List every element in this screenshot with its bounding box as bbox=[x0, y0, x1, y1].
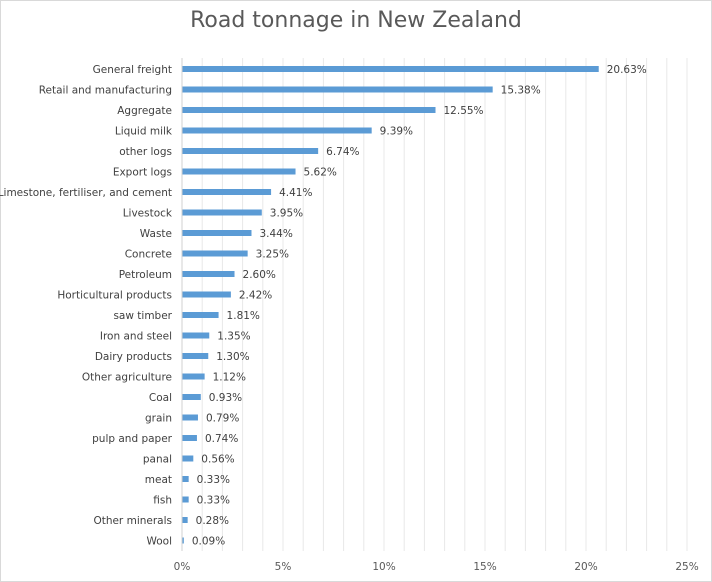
bar bbox=[182, 435, 197, 441]
data-label: 0.09% bbox=[192, 536, 225, 548]
category-label: Other minerals bbox=[93, 515, 172, 527]
data-label: 6.74% bbox=[326, 146, 359, 158]
category-label: Wool bbox=[146, 536, 172, 548]
data-label: 9.39% bbox=[380, 126, 413, 138]
data-label: 0.93% bbox=[209, 392, 242, 404]
bar bbox=[182, 66, 599, 72]
bar bbox=[182, 107, 436, 113]
bar bbox=[182, 476, 189, 482]
bar bbox=[182, 394, 201, 400]
category-label: other logs bbox=[119, 146, 172, 158]
x-tick-label: 15% bbox=[473, 561, 496, 573]
category-label: Concrete bbox=[125, 249, 172, 261]
category-label: General freight bbox=[93, 64, 172, 76]
bar bbox=[182, 127, 372, 134]
bar bbox=[182, 496, 189, 503]
category-label: Dairy products bbox=[95, 351, 172, 363]
data-label: 15.38% bbox=[501, 85, 541, 97]
chart-title: Road tonnage in New Zealand bbox=[190, 8, 522, 33]
data-label: 2.60% bbox=[243, 269, 276, 281]
bar bbox=[182, 230, 252, 236]
category-label: Export logs bbox=[113, 167, 172, 179]
data-label: 1.35% bbox=[217, 331, 250, 343]
bar bbox=[182, 148, 319, 154]
bar bbox=[182, 271, 235, 277]
bar bbox=[182, 373, 205, 380]
x-tick-label: 25% bbox=[675, 561, 698, 573]
data-label: 3.25% bbox=[256, 249, 289, 261]
category-label: grain bbox=[145, 413, 172, 425]
x-tick-label: 10% bbox=[372, 561, 395, 573]
bar bbox=[182, 332, 210, 339]
data-label: 0.33% bbox=[197, 495, 230, 507]
data-label: 4.41% bbox=[279, 187, 312, 199]
category-label: Iron and steel bbox=[100, 331, 172, 343]
bar bbox=[182, 353, 209, 359]
category-label: Other agriculture bbox=[82, 372, 172, 384]
data-label: 12.55% bbox=[444, 105, 484, 117]
data-label: 2.42% bbox=[239, 290, 272, 302]
category-label: Aggregate bbox=[117, 105, 172, 117]
category-label: Limestone, fertiliser, and cement bbox=[0, 187, 172, 199]
data-label: 3.44% bbox=[259, 228, 292, 240]
data-label: 1.30% bbox=[216, 351, 249, 363]
bar bbox=[182, 168, 296, 175]
x-tick-label: 0% bbox=[174, 561, 191, 573]
category-label: Horticultural products bbox=[57, 290, 172, 302]
category-label: Retail and manufacturing bbox=[39, 85, 172, 97]
data-label: 0.28% bbox=[196, 515, 229, 527]
category-label: Liquid milk bbox=[115, 126, 173, 138]
bar bbox=[182, 209, 262, 216]
bar bbox=[182, 537, 184, 544]
bar bbox=[182, 189, 272, 195]
category-label: meat bbox=[145, 474, 172, 486]
data-label: 1.12% bbox=[213, 372, 246, 384]
data-label: 0.56% bbox=[201, 454, 234, 466]
data-label: 0.79% bbox=[206, 413, 239, 425]
bar bbox=[182, 86, 493, 93]
bar bbox=[182, 455, 194, 462]
bar bbox=[182, 291, 231, 298]
bar bbox=[182, 250, 248, 257]
category-label: Petroleum bbox=[119, 269, 172, 281]
category-label: Livestock bbox=[123, 208, 173, 220]
category-label: panal bbox=[143, 454, 172, 466]
x-tick-label: 20% bbox=[574, 561, 597, 573]
category-label: fish bbox=[153, 495, 172, 507]
bar bbox=[182, 517, 188, 523]
category-label: pulp and paper bbox=[92, 433, 173, 445]
x-tick-label: 5% bbox=[275, 561, 292, 573]
category-label: Coal bbox=[149, 392, 172, 404]
data-label: 3.95% bbox=[270, 208, 303, 220]
data-label: 1.81% bbox=[227, 310, 260, 322]
bar bbox=[182, 414, 198, 421]
data-label: 0.33% bbox=[197, 474, 230, 486]
data-label: 20.63% bbox=[607, 64, 647, 76]
category-label: saw timber bbox=[113, 310, 172, 322]
bar bbox=[182, 312, 219, 318]
data-label: 0.74% bbox=[205, 433, 238, 445]
category-label: Waste bbox=[140, 228, 172, 240]
data-label: 5.62% bbox=[304, 167, 337, 179]
